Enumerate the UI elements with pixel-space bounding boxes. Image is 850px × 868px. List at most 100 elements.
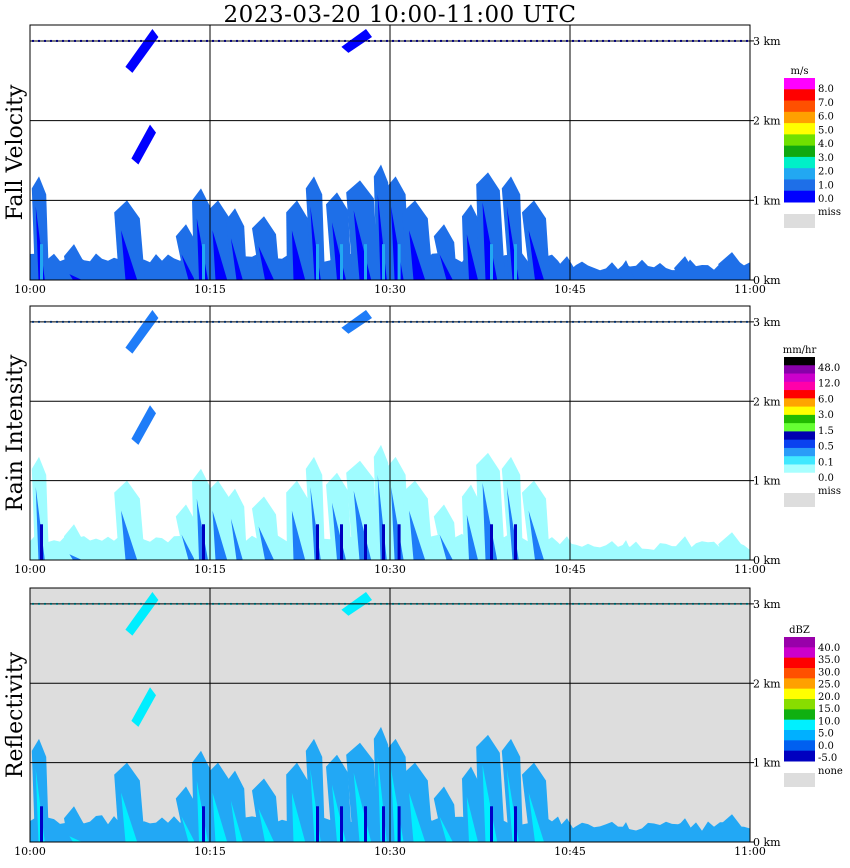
legend-swatch <box>784 156 815 169</box>
legend-label: 8.0 <box>818 84 834 95</box>
echo-column <box>501 738 523 842</box>
echo-column <box>385 176 410 280</box>
echo-intense-core <box>40 244 43 280</box>
x-tick-label: 10:45 <box>554 283 586 296</box>
echo-core <box>680 842 694 848</box>
echo-core <box>466 796 478 842</box>
echo-intense-core <box>202 524 205 560</box>
legend-swatch <box>784 357 815 366</box>
legend-swatch <box>784 719 815 731</box>
x-tick-label: 10:15 <box>194 283 226 296</box>
echo-intense-core <box>316 524 319 560</box>
y-tick-label: 3 km <box>753 35 781 48</box>
echo-core <box>258 526 274 560</box>
x-tick-label: 11:00 <box>734 563 766 576</box>
legend-unit: m/s <box>791 66 809 77</box>
echo-column <box>476 172 505 280</box>
echo-core <box>121 230 138 280</box>
legend-label: 0.0 <box>818 194 834 205</box>
echo-column <box>433 786 457 842</box>
echo-intense-core <box>490 806 493 842</box>
legend-label: 15.0 <box>818 704 840 715</box>
legend-swatch <box>784 472 815 482</box>
echo-core <box>482 482 498 560</box>
echo-intense-core <box>382 806 385 842</box>
aloft-echo <box>131 687 156 727</box>
echo-column <box>305 176 325 280</box>
legend-label: 48.0 <box>818 363 840 374</box>
legend-swatch <box>784 398 815 408</box>
echo-core <box>230 518 243 560</box>
plot-frame <box>29 305 751 561</box>
echo-intense-core <box>514 806 517 842</box>
echo-core <box>69 554 82 560</box>
echo-column <box>385 456 410 560</box>
echo-column <box>674 818 700 842</box>
echo-column <box>225 208 247 280</box>
echo-column <box>225 770 247 842</box>
y-tick-label: 3 km <box>753 598 781 611</box>
legend: dBZ 40.035.030.0 25.020.015.010.0 5.00.0-5.… <box>784 625 843 787</box>
aloft-echo <box>125 28 159 73</box>
echo-core <box>409 792 426 842</box>
x-tick-label: 10:15 <box>194 845 226 858</box>
echo-column <box>225 488 247 560</box>
legend-label: 10.0 <box>818 716 840 727</box>
echo-core <box>181 534 195 560</box>
legend-swatch <box>784 657 815 669</box>
legend-unit: mm/hr <box>783 345 817 356</box>
echo-column <box>346 180 379 280</box>
legend-label: 5.0 <box>818 729 834 740</box>
echo-column <box>64 806 88 842</box>
echo-column <box>114 200 145 280</box>
echo-intense-core <box>40 524 43 560</box>
legend-label: 3.0 <box>818 153 834 164</box>
echo-column <box>433 504 457 560</box>
legend-label: 30.0 <box>818 667 840 678</box>
echo-column <box>501 176 523 280</box>
legend-label: 12.0 <box>818 379 840 390</box>
echo-column <box>114 762 145 842</box>
x-tick-label: 10:00 <box>14 283 46 296</box>
echo-column <box>718 814 750 842</box>
echo-core <box>482 202 498 280</box>
echo-core <box>622 560 633 570</box>
legend-swatch <box>784 431 815 441</box>
legend-swatch <box>784 190 815 203</box>
echo-column <box>522 480 550 560</box>
y-tick-label: 1 km <box>753 757 781 770</box>
echo-core <box>439 816 453 842</box>
echo-column <box>433 224 457 280</box>
echo-column <box>385 738 410 842</box>
x-tick-label: 10:30 <box>374 845 406 858</box>
aloft-echo <box>125 309 159 354</box>
legend-unit: dBZ <box>789 625 810 636</box>
legend-swatch <box>784 145 815 158</box>
legend-swatch <box>784 390 815 399</box>
aloft-echo <box>125 591 159 636</box>
echo-intense-core <box>340 806 343 842</box>
panel-reflectivity: 0 km 1 km 2 km 3 km 10:00 10:15 10:30 10:45 1… <box>3 587 843 858</box>
legend-label: 0.1 <box>818 457 834 468</box>
echo-intense-core <box>397 244 401 280</box>
echo-core <box>466 514 478 560</box>
legend-label: 35.0 <box>818 655 840 666</box>
y-tick-label: 3 km <box>753 316 781 329</box>
x-tick-label: 11:00 <box>734 845 766 858</box>
echo-core <box>506 206 519 280</box>
legend-miss-swatch <box>784 773 815 787</box>
legend-swatch <box>784 709 815 721</box>
echo-core <box>258 246 274 280</box>
legend-miss-label: none <box>818 766 843 777</box>
echo-column <box>326 192 352 280</box>
legend-swatch <box>784 381 815 391</box>
chart-title: 2023-03-20 10:00-11:00 UTC <box>223 2 577 28</box>
legend-swatch <box>784 373 815 383</box>
echo-column <box>64 524 88 560</box>
echo-intense-core <box>202 806 205 842</box>
echo-column <box>674 256 700 280</box>
legend-label: 4.0 <box>818 139 834 150</box>
echo-core <box>35 486 45 560</box>
